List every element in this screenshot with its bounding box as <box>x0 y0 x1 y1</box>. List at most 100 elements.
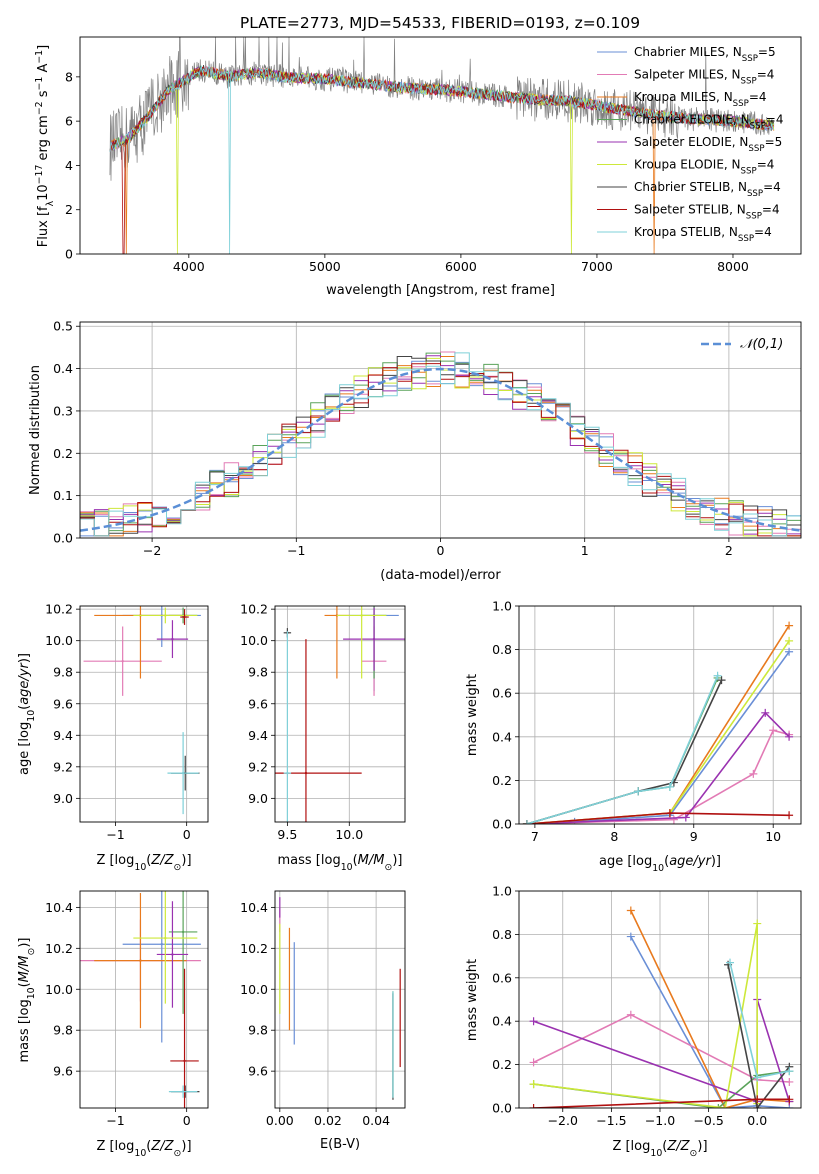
marker-salpeter_elodie <box>785 732 794 741</box>
y-tick-label: 1.0 <box>492 599 512 614</box>
panel-mass-vs-Z: −1 09.69.810.010.210.4Z [log10(Z/Z⊙)]mass… <box>17 890 209 1159</box>
plot-area <box>275 606 405 822</box>
y-tick-label: 0.2 <box>492 773 512 788</box>
x-tick-label: 0 <box>183 1113 191 1128</box>
label-part: mass [log <box>278 853 341 868</box>
marker-kroupa_miles <box>785 621 794 630</box>
legend-label: Salpeter ELODIE, NSSP=5 <box>634 135 782 154</box>
label-part: ⊙ <box>174 862 182 873</box>
y-tick-label: 0.6 <box>492 686 512 701</box>
label-part: age [log <box>599 854 652 869</box>
y-tick-label: 0.4 <box>53 361 73 376</box>
label-part: Z [log <box>96 853 134 868</box>
label-part: ( <box>662 1139 667 1154</box>
x-tick-label: 4000 <box>173 259 205 274</box>
weight-line-chabrier_miles <box>526 651 790 824</box>
x-tick-label: 1 <box>581 543 589 558</box>
x-tick-label: 2 <box>725 543 733 558</box>
point-chabrier_elodie <box>181 930 185 934</box>
weight-line-chabrier_miles <box>630 936 790 1108</box>
label-part: Flux [f <box>36 206 51 247</box>
y-tick-label: 0.2 <box>492 1057 512 1072</box>
label-part: 10 <box>341 862 353 873</box>
y-tick-label: 0.0 <box>492 817 512 832</box>
marker-kroupa_elodie <box>753 919 762 928</box>
y-tick-label: 10.0 <box>240 982 268 997</box>
normal-curve <box>80 367 801 532</box>
x-tick-label: −1 <box>106 1113 124 1128</box>
label-part: Chabrier MILES, <box>634 45 733 59</box>
label-part: Z [log <box>96 1139 134 1154</box>
legend-label: Salpeter MILES, NSSP=4 <box>634 68 774 87</box>
marker-salpeter_miles <box>769 726 778 735</box>
axes-frame <box>274 890 406 1109</box>
label-part: 10 <box>26 987 37 999</box>
histogram-kroupa_stelib <box>80 352 801 537</box>
label-part: SSP <box>741 77 757 87</box>
plot-area <box>80 891 208 1108</box>
label-part: ( <box>146 853 151 868</box>
label-part: λ <box>45 200 56 206</box>
x-axis-label: age [log10(age/yr)] <box>599 854 721 874</box>
marker-kroupa_stelib <box>634 787 643 796</box>
label-part: −1 <box>34 50 45 64</box>
x-tick-label: 0.0 <box>747 1113 767 1128</box>
marker-chabrier_stelib <box>717 676 726 685</box>
marker-kroupa_elodie <box>529 1080 538 1089</box>
y-tick-label: 9.0 <box>248 791 268 806</box>
marker-salpeter_elodie <box>761 708 770 717</box>
label-part: 10 <box>36 184 51 201</box>
label-part: )] <box>697 1139 707 1154</box>
y-tick-label: 9.4 <box>248 728 268 743</box>
x-axis-label: Z [log10(Z/Z⊙)] <box>96 1139 191 1159</box>
label-part: erg cm <box>36 115 51 164</box>
x-tick-label: −2.0 <box>548 1113 578 1128</box>
plot-area <box>519 606 801 824</box>
point-kroupa_stelib <box>181 1090 185 1093</box>
label-part: Chabrier STELIB, <box>634 180 738 194</box>
model-spectrum-salpeter_stelib <box>109 66 774 254</box>
label-part: N <box>737 203 746 217</box>
x-axis-label: (data-model)/error <box>380 568 501 583</box>
y-tick-label: 4 <box>65 158 73 173</box>
x-tick-label: 0.02 <box>314 1113 342 1128</box>
label-part: Chabrier ELODIE, <box>634 113 741 127</box>
x-tick-label: −1 <box>106 827 124 842</box>
label-part: age [log <box>17 722 32 775</box>
point-kroupa_elodie <box>164 614 167 617</box>
marker-salpeter_stelib <box>665 809 674 818</box>
y-tick-label: 0.4 <box>492 1014 512 1029</box>
label-part: 10 <box>652 863 664 874</box>
x-axis-label: E(B-V) <box>320 1137 360 1152</box>
label-part: 10 <box>650 1148 662 1159</box>
y-tick-label: 10.0 <box>45 633 73 648</box>
panel-massweight-vs-Z: −2.0 −1.5 −1.0 −0.5 0.0 0.0 0.2 0.4 0.6 0.8 1.0 Z [… <box>465 884 802 1159</box>
y-tick-label: 2 <box>65 202 73 217</box>
point-salpeter_elodie <box>171 637 174 641</box>
label-part: SSP <box>748 144 764 154</box>
weight-line-salpeter_elodie <box>526 711 790 824</box>
marker-kroupa_miles <box>626 906 635 915</box>
label-part: ⊙ <box>384 862 392 873</box>
y-tick-label: 0.3 <box>53 403 73 418</box>
model-spectrum-kroupa_stelib <box>109 65 774 254</box>
y-tick-label: 0.2 <box>53 446 73 461</box>
label-part: 10 <box>134 862 146 873</box>
marker-kroupa_stelib <box>726 958 735 967</box>
weight-line-chabrier_stelib <box>526 679 723 824</box>
x-tick-label: 0.00 <box>266 1113 294 1128</box>
point-salpeter_stelib <box>183 615 186 619</box>
plot-area <box>275 891 405 1108</box>
weight-line-kroupa_elodie <box>533 923 758 1108</box>
label-part: ( <box>17 982 32 987</box>
marker-kroupa_stelib <box>753 1073 762 1082</box>
y-tick-label: 10.4 <box>45 900 73 915</box>
y-axis-label: age [log10(age/yr)] <box>17 653 37 775</box>
y-tick-label: 9.4 <box>53 728 73 743</box>
marker-chabrier_miles <box>626 932 635 941</box>
x-tick-label: 8 <box>610 829 618 844</box>
label-part: Salpeter STELIB, <box>634 203 737 217</box>
legend-label: Chabrier ELODIE, NSSP=4 <box>634 113 783 132</box>
label-part: )] <box>181 853 191 868</box>
label-part: SSP <box>738 234 754 244</box>
